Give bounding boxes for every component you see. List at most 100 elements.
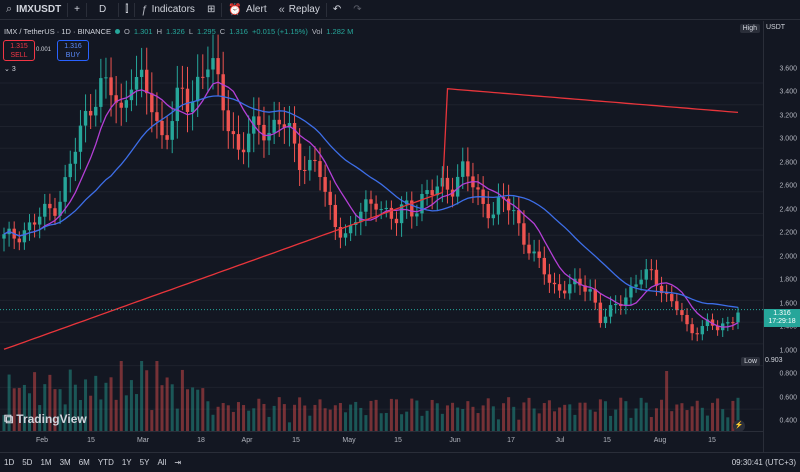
lightning-icon[interactable]: ⚡ bbox=[733, 420, 745, 432]
candle[interactable] bbox=[629, 277, 633, 305]
redo-button[interactable]: ↷ bbox=[347, 0, 367, 20]
candle[interactable] bbox=[343, 224, 348, 246]
candle[interactable] bbox=[384, 200, 388, 218]
candle[interactable] bbox=[379, 201, 383, 220]
candle[interactable] bbox=[313, 146, 317, 172]
candle[interactable] bbox=[308, 145, 312, 181]
candle[interactable] bbox=[598, 293, 603, 328]
candle[interactable] bbox=[211, 34, 215, 90]
candle[interactable] bbox=[593, 279, 597, 310]
candle[interactable] bbox=[491, 202, 496, 226]
candle[interactable] bbox=[195, 54, 200, 117]
candle[interactable] bbox=[624, 288, 628, 315]
tradingview-logo[interactable]: ⧉ TradingView bbox=[4, 411, 87, 427]
candle[interactable] bbox=[726, 316, 730, 332]
candle[interactable] bbox=[297, 128, 302, 187]
candle[interactable] bbox=[466, 147, 470, 192]
candle[interactable] bbox=[104, 57, 108, 99]
symbol-search[interactable]: ⌕ IMXUSDT bbox=[0, 0, 67, 20]
candle[interactable] bbox=[527, 232, 531, 260]
candle[interactable] bbox=[710, 313, 715, 330]
candle[interactable] bbox=[206, 46, 210, 93]
candle[interactable] bbox=[180, 65, 185, 111]
candle[interactable] bbox=[48, 193, 52, 221]
compare-symbol-button[interactable]: + bbox=[68, 0, 86, 20]
candle[interactable] bbox=[664, 284, 669, 302]
candle[interactable] bbox=[512, 196, 516, 225]
candle[interactable] bbox=[37, 207, 42, 239]
candle[interactable] bbox=[410, 191, 414, 229]
candle[interactable] bbox=[272, 101, 276, 144]
candle[interactable] bbox=[201, 54, 205, 90]
candle[interactable] bbox=[588, 279, 592, 301]
candle[interactable] bbox=[58, 190, 62, 224]
candle[interactable] bbox=[175, 65, 180, 139]
candle[interactable] bbox=[32, 213, 37, 238]
ma-mid-line[interactable] bbox=[3, 95, 739, 309]
candle[interactable] bbox=[282, 107, 287, 144]
candle[interactable] bbox=[262, 106, 266, 158]
candle[interactable] bbox=[476, 174, 480, 206]
candle[interactable] bbox=[547, 263, 552, 293]
replay-button[interactable]: «Replay bbox=[273, 0, 326, 20]
candle[interactable] bbox=[226, 90, 230, 149]
candle[interactable] bbox=[94, 89, 98, 127]
candle[interactable] bbox=[124, 80, 129, 123]
chart-pane[interactable] bbox=[0, 21, 763, 452]
candle[interactable] bbox=[185, 66, 190, 133]
candle[interactable] bbox=[241, 132, 246, 165]
candle[interactable] bbox=[43, 193, 47, 231]
candle[interactable] bbox=[160, 101, 164, 149]
candle[interactable] bbox=[690, 317, 694, 341]
candle[interactable] bbox=[394, 211, 399, 236]
currency-selector[interactable]: USDT bbox=[766, 24, 786, 31]
candle[interactable] bbox=[613, 295, 618, 314]
candle[interactable] bbox=[7, 221, 11, 247]
candle[interactable] bbox=[328, 180, 332, 220]
range-button-5y[interactable]: 5Y bbox=[139, 458, 150, 467]
candle[interactable] bbox=[369, 190, 373, 219]
candle[interactable] bbox=[338, 217, 343, 249]
candle[interactable] bbox=[216, 34, 220, 97]
candle[interactable] bbox=[715, 320, 720, 336]
legend-title[interactable]: IMX / TetherUS · 1D · BINANCE bbox=[4, 27, 111, 36]
candle[interactable] bbox=[221, 51, 225, 131]
candle[interactable] bbox=[323, 164, 327, 207]
candle[interactable] bbox=[114, 75, 118, 124]
candle[interactable] bbox=[399, 196, 404, 237]
candle[interactable] bbox=[639, 269, 643, 291]
candle[interactable] bbox=[99, 58, 103, 123]
candle[interactable] bbox=[246, 115, 251, 168]
range-button-6m[interactable]: 6M bbox=[78, 458, 90, 467]
candle[interactable] bbox=[150, 72, 154, 133]
candle[interactable] bbox=[680, 302, 684, 322]
candle[interactable] bbox=[389, 200, 394, 230]
candle[interactable] bbox=[445, 165, 450, 204]
indicators-button[interactable]: ƒ Indicators bbox=[135, 0, 200, 20]
candle[interactable] bbox=[659, 276, 664, 303]
range-button-3m[interactable]: 3M bbox=[59, 458, 71, 467]
candle[interactable] bbox=[68, 150, 72, 193]
candle[interactable] bbox=[675, 293, 679, 316]
range-button-1y[interactable]: 1Y bbox=[121, 458, 132, 467]
candle[interactable] bbox=[190, 80, 195, 131]
candle[interactable] bbox=[88, 94, 93, 130]
candle[interactable] bbox=[425, 179, 429, 206]
range-button-all[interactable]: All bbox=[157, 458, 167, 467]
candle[interactable] bbox=[170, 101, 174, 154]
alert-button[interactable]: ⏰ Alert bbox=[222, 0, 272, 20]
candle[interactable] bbox=[568, 274, 572, 300]
candle[interactable] bbox=[145, 47, 149, 115]
undo-button[interactable]: ↶ bbox=[327, 0, 347, 20]
candle[interactable] bbox=[522, 210, 526, 254]
candle[interactable] bbox=[583, 275, 587, 302]
candle[interactable] bbox=[2, 227, 6, 252]
candle[interactable] bbox=[562, 280, 567, 299]
candle[interactable] bbox=[578, 268, 582, 296]
candle[interactable] bbox=[603, 308, 608, 328]
candle[interactable] bbox=[134, 55, 139, 106]
candle[interactable] bbox=[496, 183, 501, 225]
candle[interactable] bbox=[557, 274, 562, 299]
candle[interactable] bbox=[155, 92, 159, 139]
candle[interactable] bbox=[435, 175, 439, 211]
